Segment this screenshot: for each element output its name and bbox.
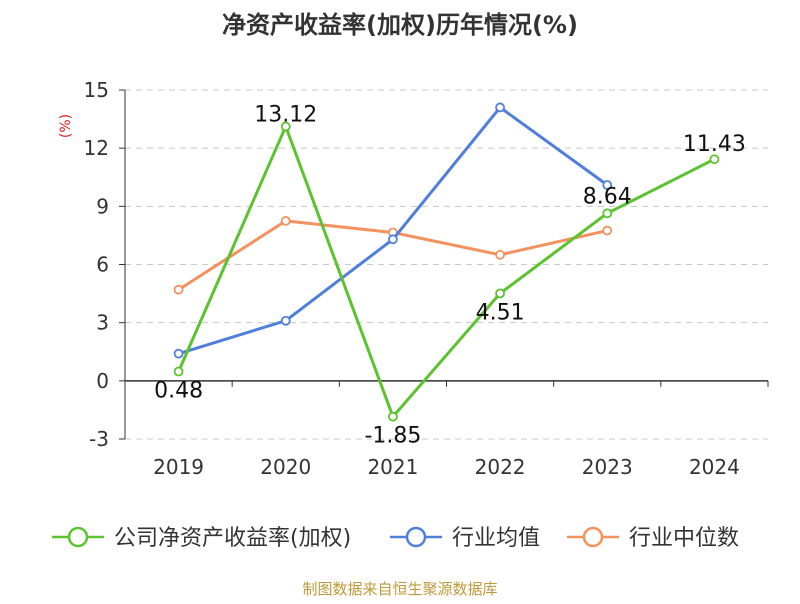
legend-marker-icon [405, 526, 427, 548]
legend-label: 行业中位数 [629, 526, 739, 551]
y-tick-label: 3 [96, 311, 109, 335]
x-tick-label: 2023 [582, 455, 633, 479]
data-point [280, 121, 291, 132]
grid-lines [125, 89, 768, 440]
data-point [173, 366, 184, 377]
data-point [388, 234, 398, 245]
y-tick-label: 0 [96, 369, 109, 393]
x-tick-label: 2021 [367, 455, 418, 479]
data-label: 11.43 [683, 132, 746, 157]
x-tick-label: 2020 [260, 455, 311, 479]
data-point [173, 348, 184, 359]
source-note: 制图数据来自恒生聚源数据库 [302, 580, 497, 598]
data-label: 8.64 [583, 184, 632, 209]
data-point [602, 180, 613, 190]
data-label: 0.48 [154, 379, 203, 404]
legend-item: 公司净资产收益率(加权) [52, 526, 351, 551]
data-point [280, 215, 291, 226]
data-point [495, 102, 505, 113]
legend-marker-icon [582, 526, 604, 548]
x-tick-label: 2019 [153, 455, 204, 479]
legend: 公司净资产收益率(加权) 行业均值 行业中位数 [52, 526, 739, 551]
data-point [173, 284, 184, 295]
data-label: 4.51 [476, 300, 525, 325]
data-point [388, 411, 398, 422]
series-line [177, 124, 716, 419]
y-tick-label: 9 [96, 194, 109, 218]
data-point [602, 225, 613, 236]
y-tick-label: 15 [84, 78, 109, 102]
data-point [495, 288, 505, 299]
data-labels: 0.48 13.12 -1.85 4.51 8.64 11.43 [154, 102, 746, 448]
y-tick-label: 12 [84, 136, 109, 160]
data-label: 13.12 [254, 102, 317, 127]
legend-item: 行业均值 [390, 526, 540, 551]
x-tick-label: 2024 [689, 455, 740, 479]
series-lines [173, 102, 720, 422]
data-point [602, 208, 613, 219]
legend-marker-icon [67, 526, 89, 548]
data-label: -1.85 [364, 424, 421, 449]
data-point [280, 315, 291, 326]
y-tick-label: -3 [89, 427, 109, 451]
legend-label: 行业均值 [452, 526, 540, 551]
legend-label: 公司净资产收益率(加权) [114, 526, 351, 551]
y-axis-label: (%) [58, 114, 74, 138]
data-point [709, 154, 720, 165]
x-tick-label: 2022 [475, 455, 526, 479]
legend-item: 行业中位数 [567, 526, 739, 551]
chart-title: 净资产收益率(加权)历年情况(%) [222, 11, 578, 39]
data-point [495, 249, 505, 260]
axes: -3 0 3 6 9 12 15 2019 2020 2021 2022 2023 2024 [84, 78, 769, 479]
y-tick-label: 6 [96, 253, 109, 277]
